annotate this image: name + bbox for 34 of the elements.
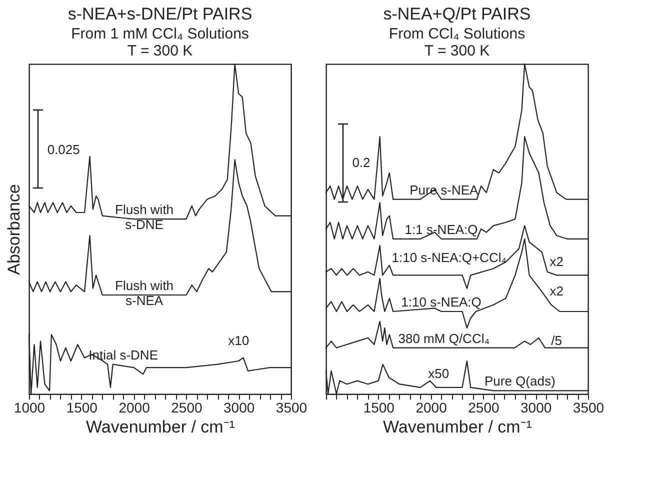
annotation: x50 (428, 366, 450, 382)
y-axis-title: Absorbance (4, 184, 24, 275)
annotation: x2 (550, 254, 564, 269)
series-label: 1:10 s-NEA:Q+CCl₄ (392, 250, 507, 266)
x-tick-label: 3000 (520, 400, 552, 416)
chart-subtitle: From CCl₄ Solutions T = 300 K (388, 25, 526, 60)
chart-subtitle: From 1 mM CCl₄ Solutions T = 300 K (71, 25, 249, 60)
series-label: Intial s-DNE (88, 347, 158, 362)
series-label: Flush with s-DNE (115, 202, 174, 232)
annotation: 0.2 (352, 155, 370, 170)
series-label: 1:10 s-NEA:Q (401, 294, 482, 310)
annotation: x2 (550, 284, 564, 299)
series-label: Pure Q(ads) (484, 374, 556, 389)
annotation: /5 (551, 333, 562, 348)
x-tick-label: 3000 (224, 400, 255, 416)
x-tick-label: 1500 (363, 400, 395, 416)
x-axis-title: Wavenumber / cm⁻¹ (86, 418, 236, 436)
series-label: 1:1 s-NEA:Q (404, 222, 478, 237)
annotation: 0.025 (47, 142, 80, 157)
series-label: Flush with s-NEA (115, 278, 174, 308)
series-label: 380 mM Q/CCl₄ (398, 330, 490, 346)
x-tick-label: 2500 (468, 400, 500, 416)
chart-title: s-NEA+s-DNE/Pt PAIRS (68, 4, 252, 24)
chart-title: s-NEA+Q/Pt PAIRS (383, 4, 531, 24)
series-label: Pure s-NEA (410, 182, 479, 198)
x-tick-label: 1000 (14, 400, 46, 416)
x-tick-label: 2000 (118, 400, 150, 416)
x-tick-label: 1500 (66, 400, 98, 416)
x-axis-title: Wavenumber / cm⁻¹ (383, 418, 532, 436)
x-tick-label: 3500 (572, 400, 604, 416)
x-tick-label: 2000 (416, 400, 448, 416)
x-tick-label: 3500 (276, 400, 308, 416)
x-tick-label: 2500 (171, 400, 202, 416)
annotation: x10 (228, 333, 250, 348)
